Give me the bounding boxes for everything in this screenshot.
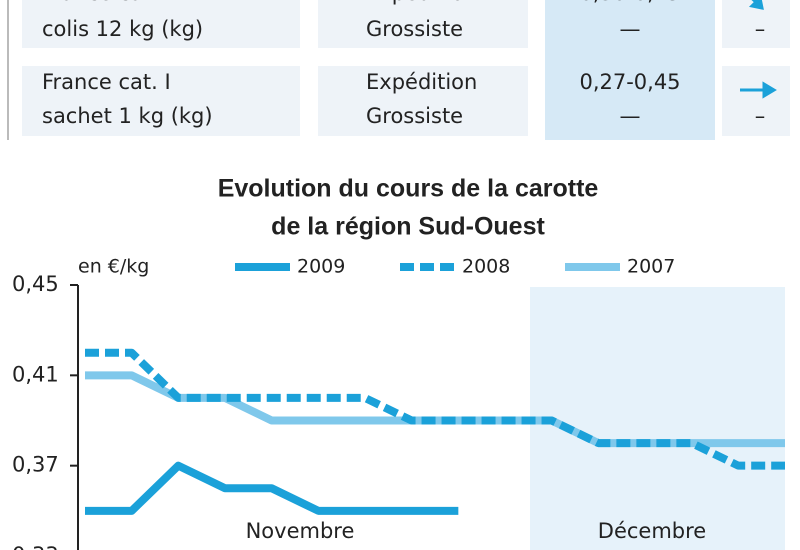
trend-arrow-head xyxy=(748,0,764,10)
table-cell: France cat. I xyxy=(42,70,171,94)
trend-arrow-head xyxy=(762,81,777,99)
cell-bg xyxy=(22,0,300,48)
cell-bg xyxy=(545,0,715,140)
table-cell: — xyxy=(620,17,641,41)
legend-label: 2009 xyxy=(297,256,345,278)
y-axis-label: en €/kg xyxy=(78,256,149,278)
y-tick-label: 0,41 xyxy=(12,362,59,386)
table-cell: — xyxy=(620,104,641,128)
period-label: Novembre xyxy=(246,519,355,543)
period-shading xyxy=(530,287,785,550)
chart-title: Evolution du cours de la carotte xyxy=(218,175,599,203)
table-cell: Grossiste xyxy=(366,104,463,128)
legend-label: 2008 xyxy=(462,256,510,278)
table-cell: – xyxy=(755,104,766,128)
series-line xyxy=(85,461,459,515)
series-line xyxy=(85,348,785,470)
table-cell: 0,30-0,45 xyxy=(579,0,680,5)
y-tick-label: 0,45 xyxy=(12,272,59,296)
table-cell: 0,27-0,45 xyxy=(579,70,680,94)
table-cell: Expédition xyxy=(366,0,477,5)
cell-bg xyxy=(22,66,300,136)
cell-bg xyxy=(318,66,528,136)
table-cell: Expédition xyxy=(366,70,477,94)
period-label: Décembre xyxy=(598,519,706,543)
y-tick-label: 0,33 xyxy=(12,543,59,550)
chart-title: de la région Sud-Ouest xyxy=(271,213,545,241)
cell-bg xyxy=(722,66,790,136)
table-cell: colis 12 kg (kg) xyxy=(42,17,203,41)
y-tick-label: 0,37 xyxy=(12,453,59,477)
cell-bg xyxy=(318,0,528,48)
table-cell: – xyxy=(755,17,766,41)
table-cell: sachet 1 kg (kg) xyxy=(42,104,213,128)
legend-label: 2007 xyxy=(627,256,675,278)
trend-arrows xyxy=(740,0,777,99)
table-cell: Grossiste xyxy=(366,17,463,41)
table-cell: France cat. I xyxy=(42,0,171,5)
